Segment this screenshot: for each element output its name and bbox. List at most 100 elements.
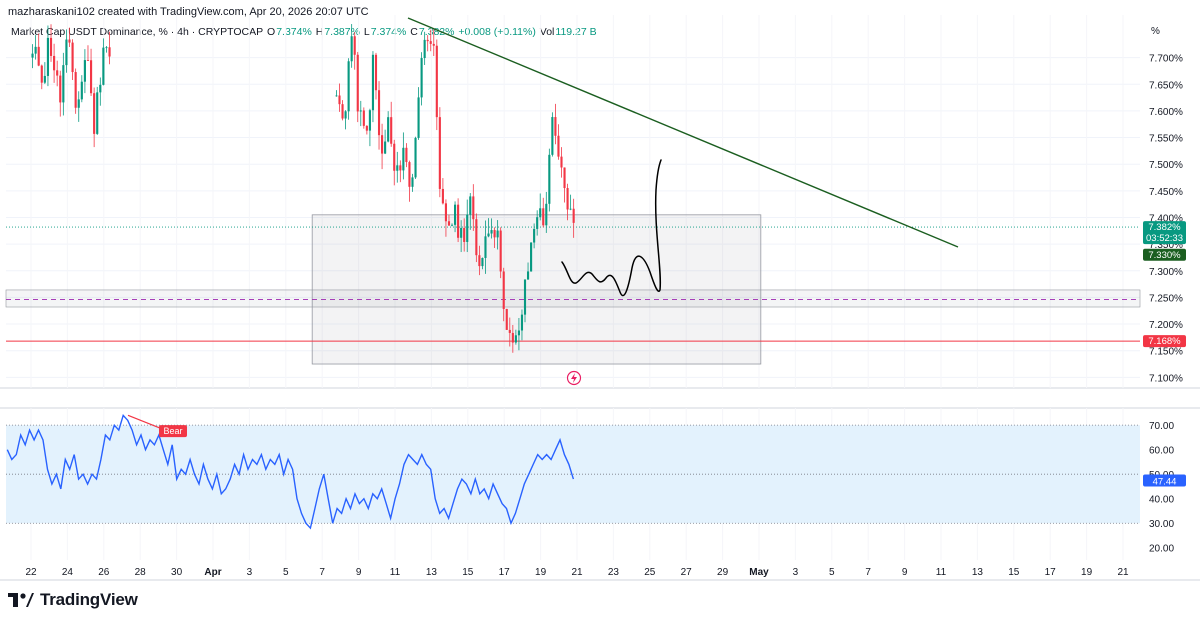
candle-body — [393, 143, 396, 171]
candle-body — [387, 117, 390, 142]
candle-body — [533, 228, 536, 243]
candle-body — [377, 90, 381, 136]
candle-body — [536, 217, 539, 229]
candle-body — [572, 208, 575, 223]
candle-body — [569, 208, 572, 210]
tradingview-logo-icon — [8, 593, 34, 607]
candle-body — [399, 165, 402, 171]
candle-body — [108, 47, 111, 57]
candle-body — [105, 47, 108, 49]
rsi-tick-label: 40.00 — [1149, 495, 1174, 506]
candle-body — [472, 196, 475, 220]
candle-body — [83, 60, 86, 82]
volume-value: 119.27 B — [555, 26, 597, 38]
time-tick-label: 21 — [571, 567, 583, 578]
candle-body — [435, 45, 438, 118]
trendline-price-tag-bg — [1143, 248, 1186, 261]
candle-body — [335, 95, 338, 97]
candle-body — [411, 177, 414, 187]
candle-body — [493, 230, 496, 238]
candle-body — [74, 72, 77, 108]
candle-body — [56, 70, 59, 76]
candle-body — [341, 104, 344, 119]
time-tick-label: May — [749, 567, 769, 578]
hand-drawn-projection — [561, 159, 662, 297]
price-unit-label: % — [1151, 26, 1160, 37]
candle-body — [390, 117, 393, 144]
candle-body — [450, 224, 454, 226]
candle-body — [563, 167, 566, 189]
candle-body — [40, 65, 43, 83]
candle-body — [560, 156, 563, 168]
candle-body — [71, 42, 74, 73]
candle-body — [457, 204, 460, 238]
time-tick-label: 24 — [62, 567, 74, 578]
time-tick-label: 26 — [98, 567, 110, 578]
candle-body — [447, 221, 451, 226]
candle-body — [408, 162, 411, 187]
candle-body — [65, 39, 68, 66]
time-tick-label: 9 — [356, 567, 362, 578]
time-tick-label: 30 — [171, 567, 183, 578]
price-tick-label: 7.100% — [1149, 373, 1183, 384]
candle-body — [417, 97, 420, 138]
price-tick-label: 7.700% — [1149, 54, 1183, 65]
symbol-legend: Market Cap USDT Dominance, % · 4h · CRYP… — [11, 26, 598, 38]
lightning-icon — [571, 373, 577, 383]
bear-divergence-line — [127, 414, 166, 431]
close-value: 7.382% — [418, 26, 455, 38]
price-tick-label: 7.300% — [1149, 267, 1183, 278]
candle-body — [359, 110, 362, 112]
time-tick-label: 29 — [717, 567, 729, 578]
price-tick-label: 7.650% — [1149, 80, 1183, 91]
price-tick-label: 7.500% — [1149, 160, 1183, 171]
change-value: +0.008 (+0.11%) — [458, 26, 536, 38]
candle-body — [347, 61, 350, 112]
support-band — [5, 289, 1141, 308]
candle-body — [526, 271, 530, 280]
candle-body — [463, 227, 466, 242]
candle-body — [557, 135, 560, 157]
candle-body — [93, 93, 96, 134]
price-tick-label: 7.600% — [1149, 107, 1183, 118]
price-tick-label: 7.200% — [1149, 320, 1183, 331]
bear-label: Bear — [163, 426, 182, 436]
time-tick-label: 9 — [902, 567, 908, 578]
time-tick-label: 17 — [1045, 567, 1057, 578]
candle-body — [59, 75, 62, 103]
candle-body — [356, 54, 359, 112]
price-tick-label: 7.250% — [1149, 293, 1183, 304]
candle-body — [396, 165, 399, 171]
open-label: O — [267, 26, 276, 38]
candle-body — [34, 46, 37, 54]
rsi-line — [6, 414, 575, 530]
candle-body — [499, 230, 502, 272]
time-tick-label: 28 — [135, 567, 147, 578]
candle-body — [350, 36, 353, 62]
time-tick-label: 15 — [462, 567, 474, 578]
candle-body — [102, 47, 105, 85]
support-price-tag: 7.168% — [1148, 336, 1181, 347]
time-tick-label: 23 — [608, 567, 620, 578]
price-tick-label: 7.550% — [1149, 134, 1183, 145]
price-tick-label: 7.400% — [1149, 213, 1183, 224]
candle-body — [481, 257, 484, 267]
candle-body — [554, 117, 557, 136]
last-price-tag-bg — [1143, 221, 1186, 245]
candle-body — [539, 208, 542, 218]
candle-body — [37, 46, 40, 66]
candle-body — [374, 54, 378, 91]
candle-body — [420, 58, 423, 98]
rsi-tick-label: 30.00 — [1149, 519, 1174, 530]
candle-body — [381, 135, 384, 154]
candle-body — [438, 117, 441, 189]
candle-body — [484, 236, 487, 258]
time-tick-label: 17 — [499, 567, 511, 578]
candle-body — [53, 55, 56, 71]
candle-body — [487, 233, 490, 237]
candle-body — [362, 110, 365, 126]
candle-body — [508, 329, 511, 333]
candle-body — [469, 196, 472, 215]
time-tick-label: 27 — [681, 567, 693, 578]
